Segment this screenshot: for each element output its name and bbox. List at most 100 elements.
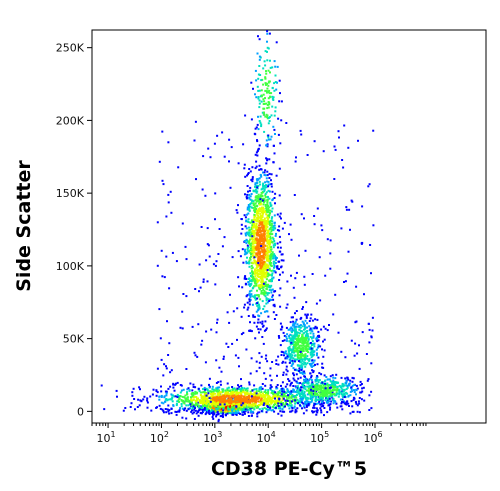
data-point — [255, 392, 258, 395]
data-point — [185, 295, 188, 298]
data-point — [305, 405, 308, 408]
data-point — [291, 327, 293, 330]
data-point — [257, 195, 260, 198]
data-point — [240, 384, 243, 387]
data-point — [300, 397, 303, 400]
data-point — [303, 283, 306, 286]
data-point — [202, 395, 205, 398]
data-point — [327, 400, 330, 403]
data-point — [293, 194, 296, 196]
data-point — [204, 391, 207, 394]
data-point — [146, 406, 149, 409]
data-point — [264, 284, 267, 287]
data-point — [255, 269, 258, 272]
data-point — [237, 411, 240, 414]
data-point — [202, 391, 204, 394]
data-point — [304, 330, 307, 333]
data-point — [324, 389, 327, 392]
data-point — [236, 398, 239, 401]
data-point — [309, 372, 312, 375]
data-point — [286, 383, 289, 386]
data-point — [273, 303, 276, 306]
data-point — [311, 362, 314, 365]
data-point — [162, 183, 165, 186]
data-point — [336, 389, 339, 392]
data-point — [245, 392, 248, 395]
data-point — [253, 190, 256, 193]
data-point — [262, 171, 264, 174]
data-point — [255, 401, 257, 404]
data-point — [212, 406, 215, 409]
data-point — [269, 240, 272, 243]
data-point — [293, 395, 296, 397]
data-point — [271, 288, 274, 291]
data-point — [269, 209, 272, 212]
data-point — [310, 347, 313, 350]
data-point — [270, 291, 273, 294]
data-point — [267, 392, 270, 395]
data-point — [313, 215, 316, 217]
data-point — [212, 263, 215, 266]
data-point — [251, 178, 254, 180]
data-point — [274, 234, 277, 237]
data-point — [245, 295, 248, 298]
data-point — [338, 390, 341, 393]
data-point — [178, 400, 180, 403]
data-point — [371, 316, 374, 319]
data-point — [280, 259, 283, 262]
data-point — [158, 404, 161, 407]
data-point — [355, 320, 358, 323]
data-point — [252, 254, 255, 257]
data-point — [264, 281, 267, 284]
data-point — [311, 384, 313, 387]
data-point — [269, 255, 272, 258]
data-point — [272, 262, 275, 265]
data-point — [262, 210, 265, 212]
data-point — [200, 384, 203, 387]
data-point — [259, 200, 262, 203]
data-point — [216, 399, 219, 402]
data-point — [259, 226, 262, 229]
data-point — [225, 342, 228, 345]
data-point — [290, 356, 292, 359]
data-point — [237, 162, 240, 165]
data-point — [254, 268, 256, 271]
data-point — [302, 363, 305, 366]
data-point — [258, 230, 261, 233]
data-point — [257, 215, 260, 218]
data-point — [347, 146, 350, 149]
data-point — [323, 414, 325, 417]
data-point — [269, 254, 272, 256]
data-point — [258, 89, 261, 92]
data-point — [358, 344, 360, 347]
data-point — [220, 370, 223, 373]
data-point — [313, 410, 316, 413]
data-point — [323, 382, 325, 385]
data-point — [163, 400, 166, 403]
data-point — [337, 392, 339, 395]
data-point — [262, 238, 265, 241]
data-point — [261, 223, 264, 226]
data-point — [206, 404, 209, 407]
data-point — [358, 411, 361, 414]
data-point — [243, 163, 246, 166]
data-point — [200, 407, 203, 410]
data-point — [304, 403, 307, 406]
data-point — [293, 360, 296, 363]
data-point — [262, 394, 265, 397]
data-point — [131, 391, 134, 394]
data-point — [298, 334, 300, 337]
data-point — [201, 188, 204, 191]
data-point — [252, 276, 255, 278]
data-point — [254, 298, 257, 301]
data-point — [265, 302, 268, 305]
data-point — [232, 310, 235, 313]
data-point — [300, 364, 303, 367]
data-point — [341, 394, 344, 397]
data-point — [284, 399, 287, 402]
data-point — [259, 183, 262, 186]
data-point — [196, 397, 199, 400]
data-point — [306, 393, 309, 396]
data-point — [207, 408, 210, 411]
data-point — [290, 238, 293, 241]
